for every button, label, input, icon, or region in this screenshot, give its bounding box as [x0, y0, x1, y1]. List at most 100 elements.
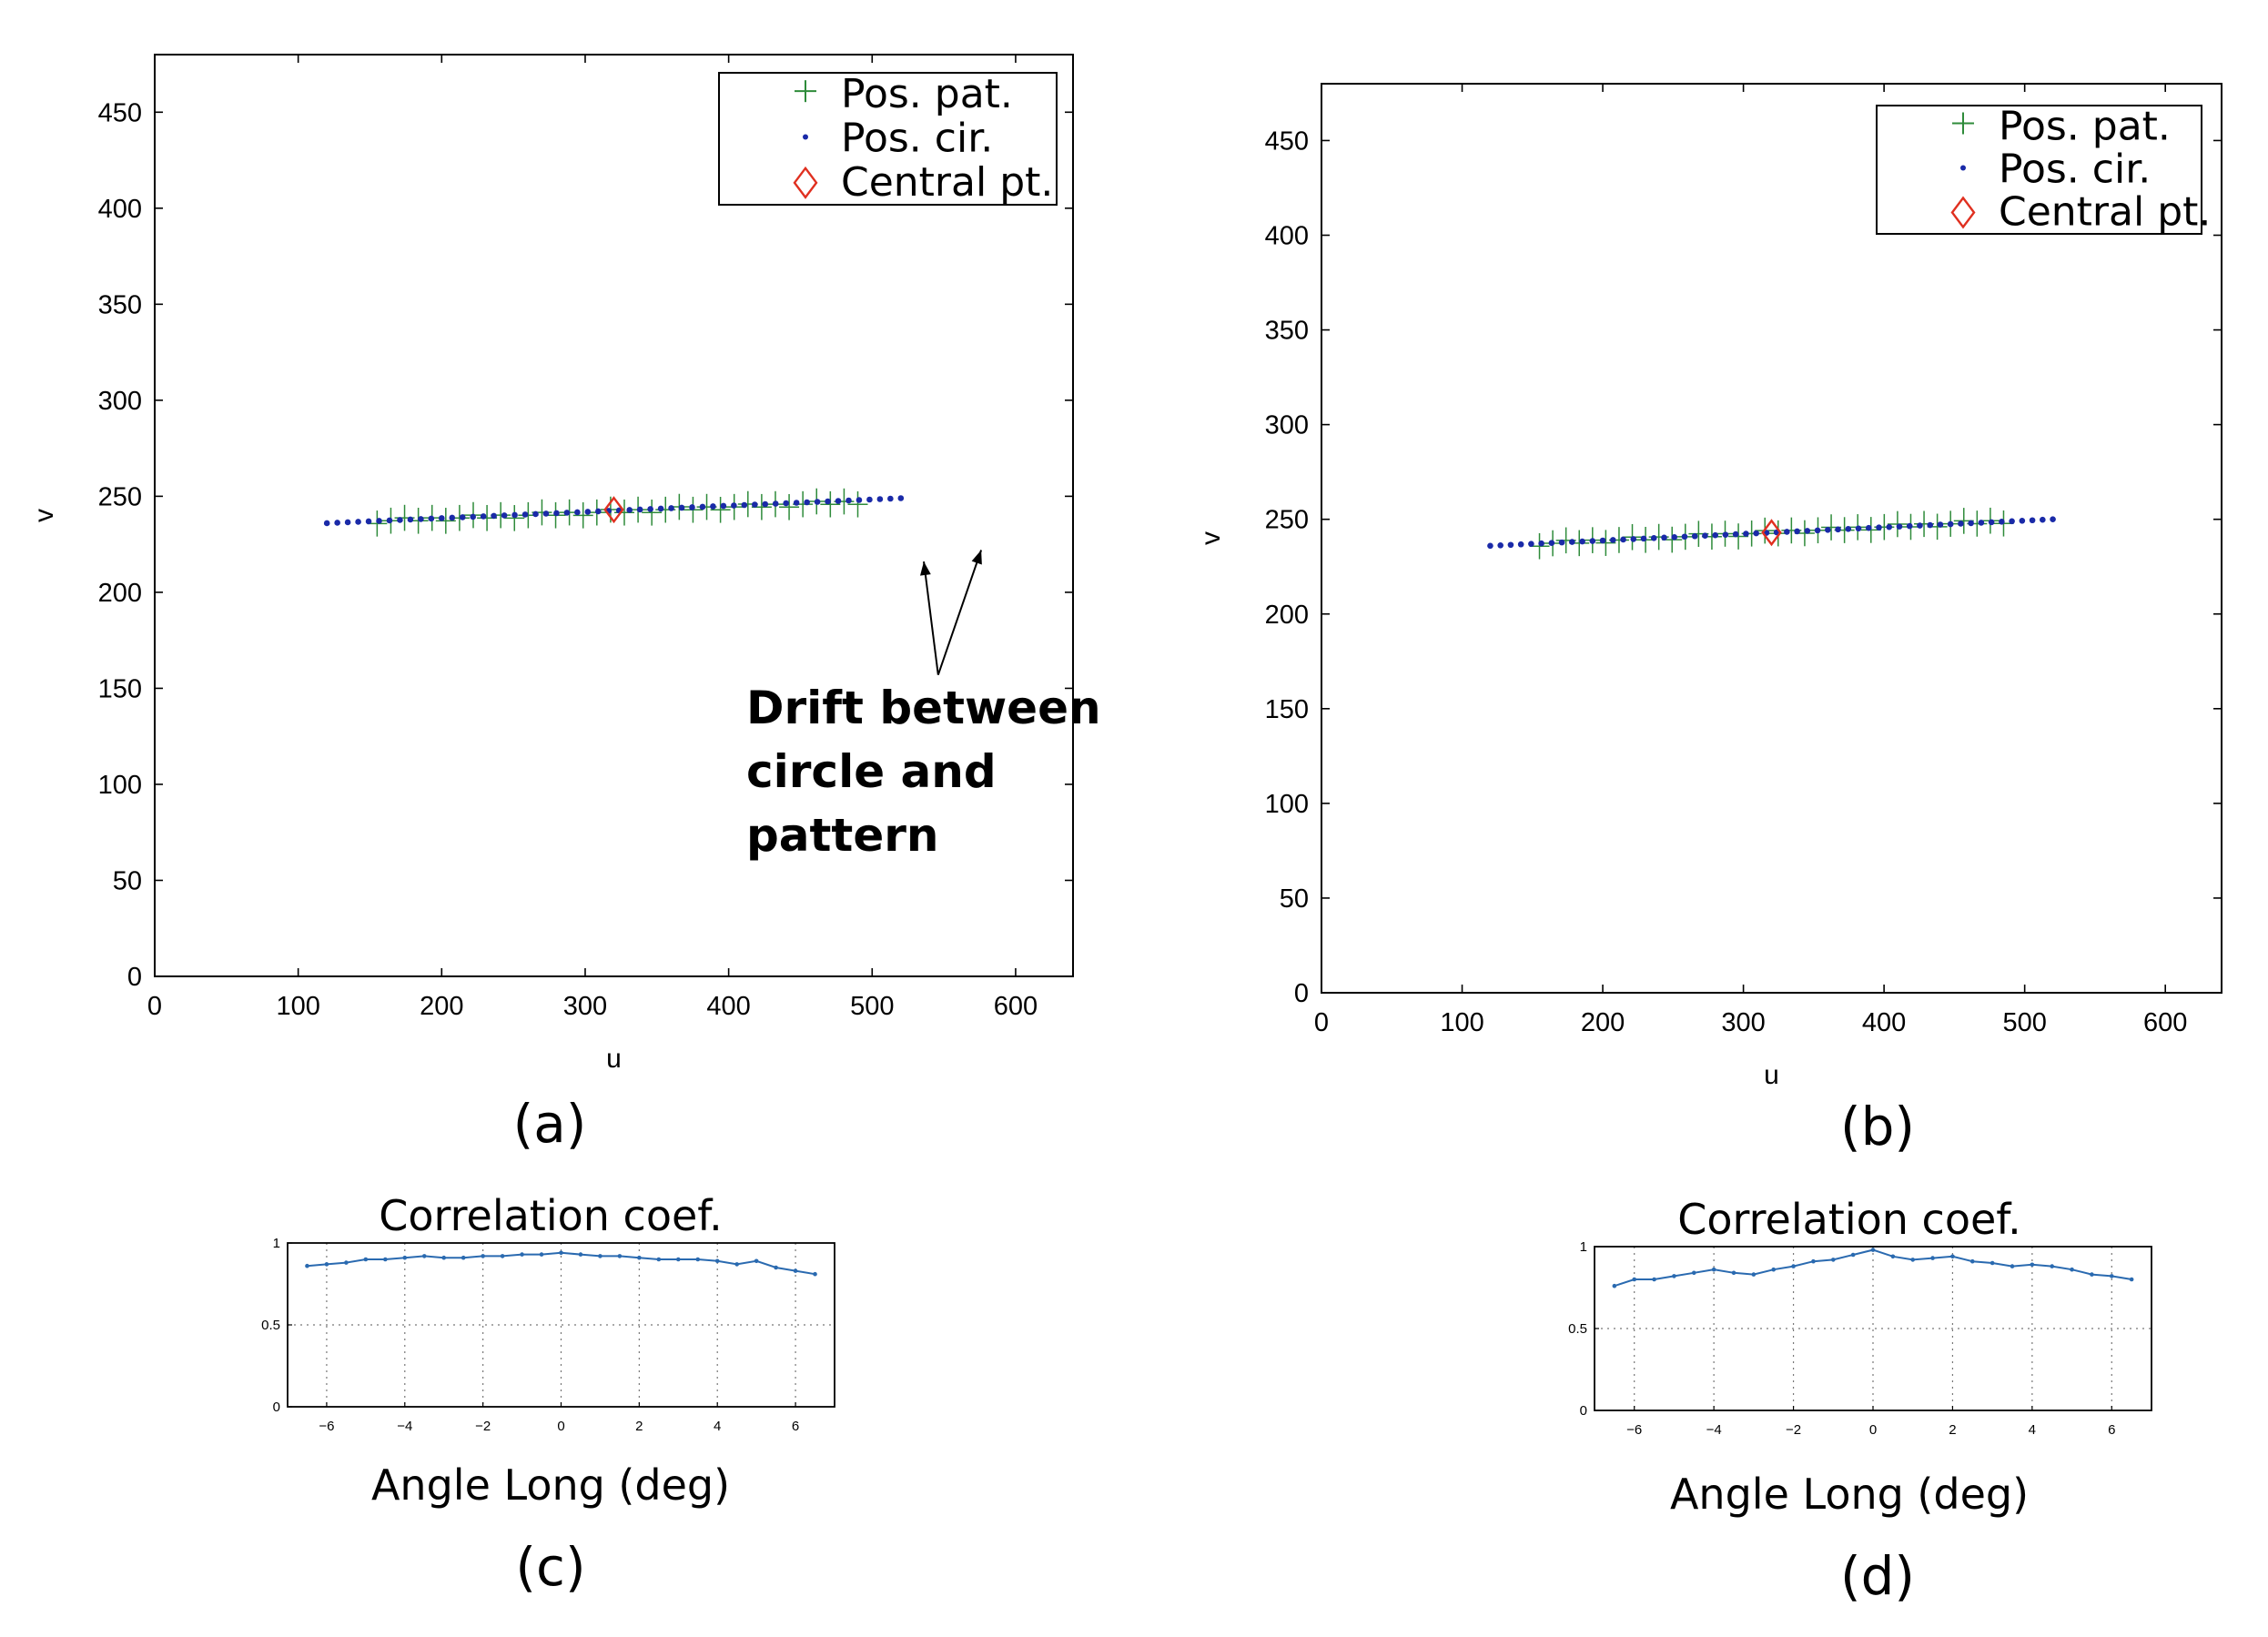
- correlation-point: [598, 1254, 602, 1258]
- circle-point: [480, 513, 487, 520]
- panel-d: −6 −4 −2 0 2 4 6 0 0.5 1 Correlation coef. Angle Lo…: [1568, 1195, 2152, 1607]
- circle-point: [1517, 541, 1524, 548]
- legend-dot-icon: [803, 134, 808, 140]
- circle-point: [1630, 536, 1637, 542]
- x-tick-label: 600: [2143, 1008, 2187, 1037]
- x-tick-label: 0: [557, 1419, 564, 1434]
- circle-point: [1978, 520, 1985, 526]
- circle-point: [1538, 540, 1544, 547]
- legend-label: Central pt.: [1999, 189, 2211, 236]
- annotation-text-line: circle and: [746, 745, 997, 798]
- x-tick-label: 2: [635, 1419, 643, 1434]
- correlation-point: [1612, 1283, 1617, 1288]
- correlation-point: [656, 1257, 662, 1262]
- circle-point: [1927, 521, 1933, 529]
- circle-point: [657, 505, 664, 512]
- correlation-point: [2129, 1277, 2134, 1282]
- circle-point: [804, 499, 810, 506]
- legend: Pos. pat.Pos. cir.Central pt.: [718, 71, 1058, 206]
- annotation-arrow-line: [923, 561, 939, 675]
- correlation-point: [539, 1252, 544, 1257]
- correlation-point: [2109, 1274, 2114, 1278]
- pattern-point: [847, 490, 868, 518]
- circle-point: [1876, 524, 1882, 531]
- circle-point: [2009, 518, 2015, 525]
- circle-point: [772, 500, 779, 507]
- circle-point: [1558, 539, 1565, 546]
- correlation-point: [1910, 1258, 1916, 1262]
- x-tick-label: 0: [1314, 1008, 1329, 1037]
- legend-box: [1876, 105, 2202, 235]
- y-tick-label: 1: [273, 1236, 280, 1251]
- pattern-point: [710, 496, 731, 523]
- circle-point: [491, 512, 497, 520]
- legend-diamond-icon: [793, 166, 818, 199]
- circle-point: [1917, 522, 1923, 529]
- correlation-point: [402, 1255, 408, 1260]
- legend-label: Pos. cir.: [1999, 147, 2151, 193]
- pattern-point: [779, 493, 800, 520]
- correlation-point: [695, 1257, 701, 1262]
- correlation-point: [500, 1254, 505, 1258]
- circle-point: [584, 509, 592, 515]
- correlation-point: [714, 1258, 720, 1264]
- correlation-point: [461, 1255, 466, 1260]
- correlation-point: [637, 1255, 642, 1260]
- y-tick-label: 50: [113, 866, 142, 895]
- circle-point: [1487, 542, 1493, 550]
- circle-point: [1968, 520, 1974, 527]
- chart-title: Correlation coef.: [1677, 1195, 2020, 1244]
- y-tick-label: 50: [1280, 884, 1309, 914]
- y-axis-label: v: [29, 509, 59, 522]
- correlation-point: [734, 1262, 739, 1267]
- y-tick-label: 100: [1265, 790, 1309, 819]
- correlation-point: [774, 1265, 778, 1270]
- panel-caption: (a): [513, 1093, 587, 1155]
- circle-point: [1548, 540, 1555, 546]
- y-tick-label: 150: [1265, 695, 1309, 724]
- y-tick-label: 400: [98, 195, 142, 224]
- correlation-point: [578, 1252, 583, 1257]
- y-tick-label: 150: [98, 674, 142, 703]
- legend-label: Pos. pat.: [841, 71, 1013, 117]
- circle-point: [323, 520, 330, 527]
- pattern-point: [820, 490, 841, 518]
- circle-point: [595, 508, 602, 515]
- panel-a: 0 100 200 300 400 500 600 0 50 100 150 200 250 300 350…: [29, 54, 1101, 1155]
- circle-point: [553, 510, 560, 517]
- correlation-point: [813, 1271, 817, 1277]
- correlation-point: [363, 1257, 369, 1262]
- circle-point: [825, 498, 831, 505]
- correlation-point: [1830, 1258, 1836, 1262]
- circle-point: [783, 500, 789, 507]
- circle-point: [689, 504, 695, 510]
- circle-point: [1712, 531, 1718, 539]
- circle-point: [521, 511, 529, 518]
- circle-point: [1835, 526, 1841, 533]
- circle-point: [887, 495, 894, 502]
- correlation-point: [1890, 1254, 1896, 1259]
- circle-point: [835, 498, 842, 504]
- circle-point: [1691, 532, 1698, 540]
- circle-point: [1640, 535, 1647, 542]
- y-tick-label: 1: [1580, 1239, 1587, 1255]
- circle-point: [501, 512, 508, 519]
- y-tick-label: 350: [98, 290, 142, 319]
- circle-point: [449, 514, 456, 521]
- pattern-point: [1887, 510, 1908, 538]
- circle-point: [1702, 532, 1708, 539]
- x-axis-label: u: [606, 1044, 622, 1074]
- correlation-point: [324, 1262, 329, 1267]
- correlation-point: [1652, 1277, 1656, 1282]
- correlation-point: [1711, 1267, 1716, 1272]
- x-tick-label: −4: [1706, 1422, 1722, 1438]
- y-tick-label: 350: [1265, 317, 1309, 346]
- circle-point: [2019, 517, 2026, 524]
- y-tick-label: 200: [98, 579, 142, 608]
- circle-point: [1671, 533, 1678, 541]
- x-tick-label: 500: [850, 992, 894, 1021]
- x-tick-label: 2: [1949, 1422, 1956, 1438]
- x-tick-label: 600: [994, 992, 1038, 1021]
- circle-point: [1569, 539, 1575, 545]
